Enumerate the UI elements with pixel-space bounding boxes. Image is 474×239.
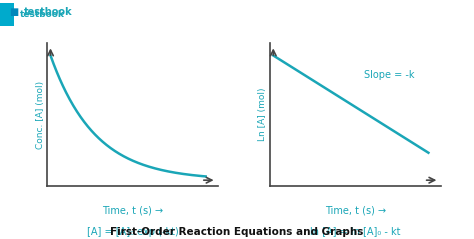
Text: ■: ■ [9,7,19,17]
Y-axis label: Ln [A] (mol): Ln [A] (mol) [258,88,267,141]
Text: Time, t (s) →: Time, t (s) → [325,205,386,215]
Text: Time, t (s) →: Time, t (s) → [102,205,163,215]
Text: First-Order Reaction Equations and Graphs: First-Order Reaction Equations and Graph… [110,227,364,237]
Text: Slope = -k: Slope = -k [364,70,415,80]
Text: [A] = [A]₀ exp (-kt): [A] = [A]₀ exp (-kt) [87,227,179,237]
Text: ln [A] = ln [A]₀ - kt: ln [A] = ln [A]₀ - kt [310,227,401,237]
Y-axis label: Conc. [A] (mol): Conc. [A] (mol) [36,81,45,149]
Text: testbook: testbook [20,10,65,19]
FancyBboxPatch shape [0,3,14,26]
Text: testbook: testbook [24,7,73,17]
